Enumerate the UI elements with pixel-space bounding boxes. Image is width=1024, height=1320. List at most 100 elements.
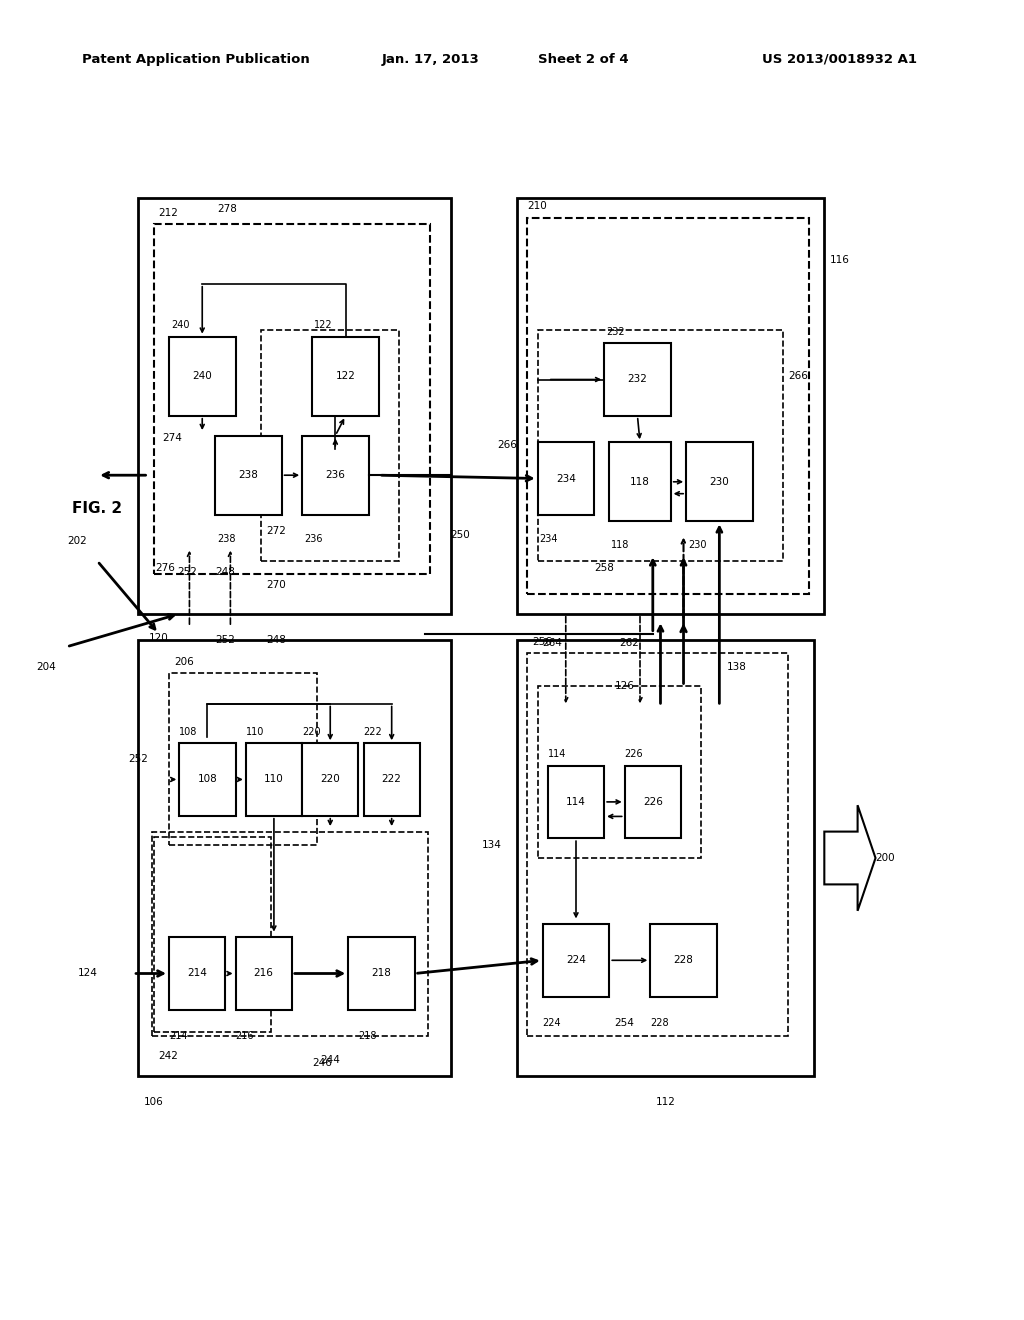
Text: 218: 218 [358,1031,377,1041]
Text: 278: 278 [217,203,237,214]
Text: 216: 216 [254,969,273,978]
Bar [625,766,681,838]
Text: 234: 234 [556,474,575,483]
Text: 226: 226 [625,748,643,759]
Text: US 2013/0018932 A1: US 2013/0018932 A1 [762,53,918,66]
Text: 266: 266 [788,371,808,381]
Text: 244: 244 [321,1055,340,1065]
Text: 110: 110 [246,726,264,737]
Text: 202: 202 [68,536,87,546]
Bar [215,436,282,515]
Bar [527,653,788,1036]
Text: 270: 270 [266,579,286,590]
Text: 238: 238 [217,533,236,544]
Text: 236: 236 [304,533,323,544]
Text: 272: 272 [266,525,286,536]
Text: 232: 232 [606,326,625,337]
Text: 240: 240 [193,371,212,381]
Text: 242: 242 [159,1051,178,1061]
Text: 112: 112 [655,1097,676,1107]
Bar [179,743,236,816]
Text: 230: 230 [688,540,707,550]
Text: 262: 262 [620,638,639,648]
Text: 266: 266 [498,441,517,450]
Bar [154,224,430,574]
Bar [236,937,292,1010]
Text: 124: 124 [78,969,97,978]
Bar [169,937,225,1010]
Text: 236: 236 [326,470,345,480]
Text: 200: 200 [876,853,895,863]
Bar [538,686,701,858]
Bar [138,198,451,614]
Text: 110: 110 [264,775,284,784]
Text: 222: 222 [364,726,382,737]
Bar [154,837,271,1032]
Text: 256: 256 [532,636,552,647]
Text: 276: 276 [156,562,175,573]
Text: 228: 228 [674,956,693,965]
Bar [138,640,451,1076]
Text: Patent Application Publication: Patent Application Publication [82,53,309,66]
Text: 106: 106 [143,1097,163,1107]
Text: Sheet 2 of 4: Sheet 2 of 4 [539,53,629,66]
Bar [548,766,604,838]
Text: 232: 232 [628,375,647,384]
Polygon shape [824,805,876,911]
Text: 254: 254 [614,1018,634,1028]
Bar [517,198,824,614]
Text: 120: 120 [148,632,168,643]
Text: 240: 240 [171,319,189,330]
Text: 228: 228 [650,1018,669,1028]
Bar [543,924,609,997]
Text: 108: 108 [198,775,217,784]
Bar [686,442,753,521]
Text: 220: 220 [321,775,340,784]
Text: 204: 204 [37,661,56,672]
Bar [348,937,415,1010]
Bar [169,337,236,416]
Bar [302,436,369,515]
Text: FIG. 2: FIG. 2 [72,500,122,516]
Text: 264: 264 [543,638,562,648]
Text: 252: 252 [177,566,197,577]
Text: 224: 224 [543,1018,561,1028]
Bar [538,330,783,561]
Text: 212: 212 [159,207,178,218]
Text: 210: 210 [527,201,547,211]
Bar [538,442,594,515]
Text: 116: 116 [829,255,849,265]
Text: 114: 114 [548,748,566,759]
Text: 118: 118 [630,477,650,487]
Text: 216: 216 [236,1031,254,1041]
Text: 138: 138 [727,661,746,672]
Text: 224: 224 [566,956,586,965]
Text: 252: 252 [215,635,234,645]
Text: 234: 234 [540,533,558,544]
Text: 118: 118 [611,540,630,550]
Bar [169,673,317,845]
Bar [152,832,428,1036]
Text: 274: 274 [162,433,181,444]
Text: 108: 108 [179,726,198,737]
Text: 248: 248 [215,566,234,577]
Text: 134: 134 [482,840,502,850]
Text: 214: 214 [187,969,207,978]
Text: 126: 126 [614,681,634,692]
Bar [302,743,358,816]
Bar [312,337,379,416]
Text: 222: 222 [382,775,401,784]
Text: 246: 246 [312,1057,332,1068]
Text: Jan. 17, 2013: Jan. 17, 2013 [381,53,479,66]
Text: 214: 214 [169,1031,187,1041]
Bar [261,330,399,561]
Text: 230: 230 [710,477,729,487]
Bar [609,442,671,521]
Bar [517,640,814,1076]
Bar [246,743,302,816]
Text: 250: 250 [451,529,470,540]
Text: 238: 238 [239,470,258,480]
Bar [650,924,717,997]
Text: 122: 122 [336,371,355,381]
Bar [604,343,671,416]
